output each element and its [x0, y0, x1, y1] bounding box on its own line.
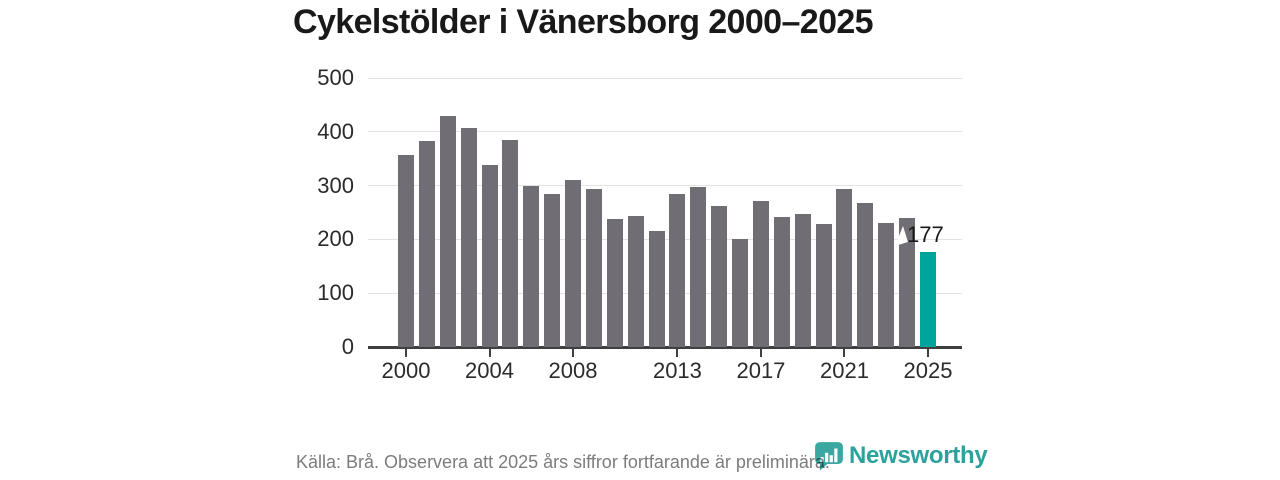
bar-2013 [669, 194, 686, 347]
bar-2012 [648, 231, 665, 347]
x-axis-tick-2008 [572, 349, 575, 357]
x-axis-label-2021: 2021 [819, 358, 869, 383]
bar-2004 [481, 165, 498, 347]
x-axis-line [368, 346, 962, 349]
highlight-value-label: 177 [907, 222, 944, 247]
x-axis-tick-2004 [488, 349, 491, 357]
newsworthy-logo[interactable]: Newsworthy [814, 441, 988, 471]
x-axis-label-2013: 2013 [652, 358, 702, 383]
bar-2006 [523, 185, 540, 347]
x-axis-label-2004: 2004 [465, 358, 514, 383]
bar-2025 [920, 251, 936, 347]
bar-2015 [711, 205, 728, 347]
plot-area: 177 0 100 200 300 400 500 2000 2004 2008 2013 2017… [317, 67, 962, 383]
x-axis-label-2000: 2000 [381, 358, 431, 383]
gridline-200 [368, 238, 962, 240]
bar-2024 [899, 217, 916, 347]
source-note: Källa: Brå. Observera att 2025 års siffr… [296, 452, 830, 472]
x-axis-tick-2013 [676, 349, 679, 357]
y-axis-label-200: 200 [317, 226, 354, 252]
bar-2016 [732, 239, 749, 347]
bar-2017 [752, 200, 769, 347]
bar-2007 [544, 193, 561, 347]
bar-2018 [773, 216, 790, 347]
chart-title: Cykelstölder i Vänersborg 2000–2025 [293, 3, 874, 41]
y-axis-label-500: 500 [317, 65, 354, 90]
x-axis-tick-2000 [405, 349, 407, 357]
bar-2002 [439, 115, 456, 347]
y-axis-label-0: 0 [341, 334, 354, 359]
x-axis-tick-2017 [759, 349, 762, 357]
gridline-400 [368, 131, 962, 133]
newsworthy-logo-text: Newsworthy [849, 442, 988, 469]
gridline-300 [368, 185, 962, 187]
annotation-arrow-icon [895, 226, 908, 246]
bar-2014 [690, 186, 707, 347]
x-axis-tick-2021 [843, 349, 846, 357]
bar-2023 [878, 223, 895, 347]
x-axis-tick-2025 [927, 349, 929, 357]
y-axis-label-400: 400 [317, 118, 354, 144]
bar-2011 [627, 215, 644, 347]
x-axis-label-2025: 2025 [903, 358, 953, 383]
bar-2001 [418, 140, 435, 347]
bar-2008 [565, 180, 582, 347]
y-axis-label-300: 300 [317, 172, 354, 198]
x-axis-label-2008: 2008 [548, 358, 598, 383]
bar-2021 [836, 189, 853, 347]
bar-2003 [460, 128, 477, 347]
newsworthy-bar-chart-bubble-icon [815, 442, 843, 471]
bar-2009 [585, 188, 602, 347]
bar-2000 [398, 154, 414, 347]
bar-2022 [857, 202, 874, 347]
bar-2005 [502, 140, 519, 347]
x-axis-label-2017: 2017 [736, 358, 786, 383]
gridline-500 [368, 77, 962, 79]
bar-2020 [815, 224, 832, 347]
bar-2010 [606, 219, 623, 347]
y-axis-label-100: 100 [317, 280, 354, 306]
bar-2019 [794, 214, 811, 347]
gridline-100 [368, 292, 962, 294]
